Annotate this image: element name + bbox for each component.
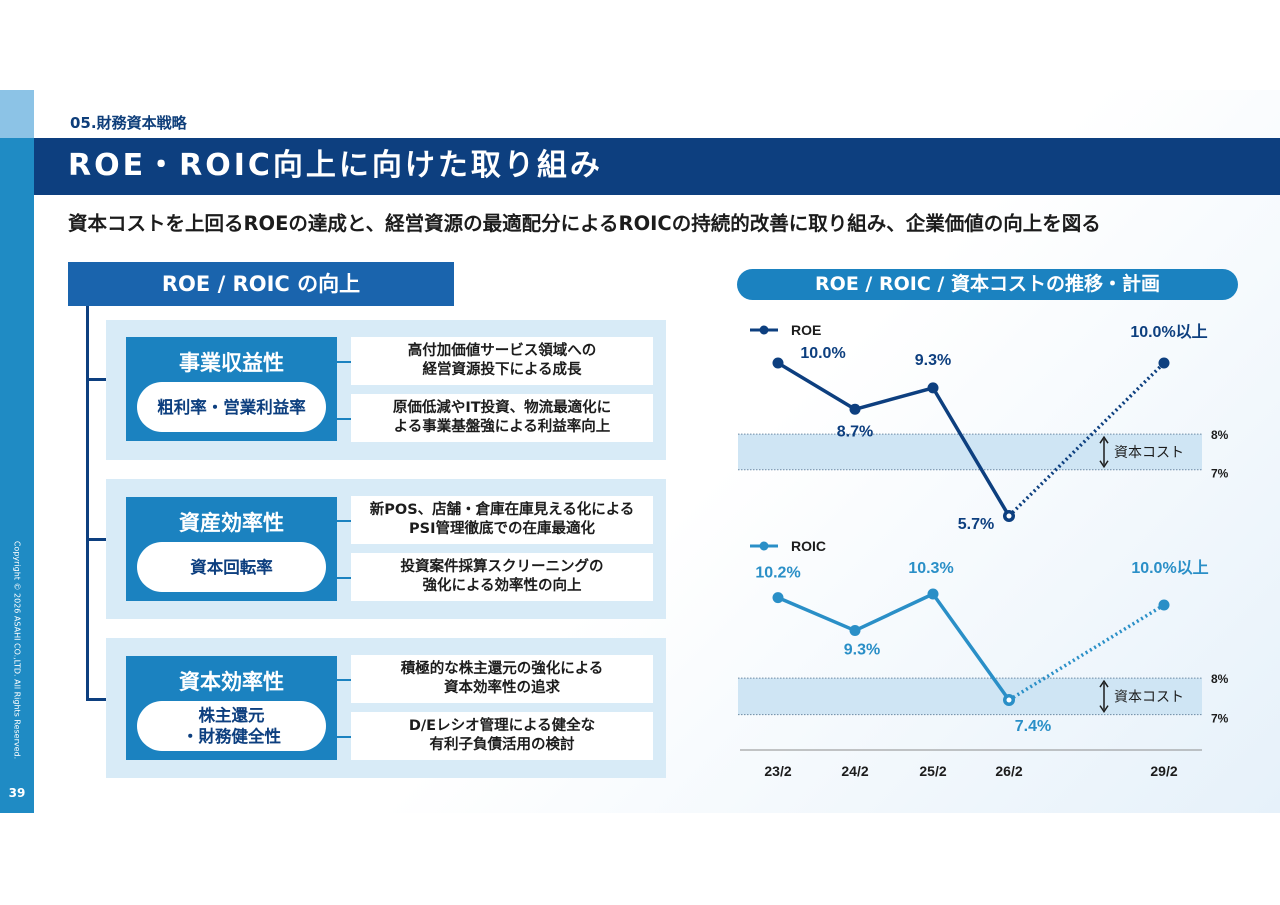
section-label: 05.財務資本戦略 — [70, 114, 187, 132]
category-title: 資産効率性 — [179, 511, 284, 535]
initiative-item: 投資案件採算スクリーニングの 強化による効率性の向上 — [351, 553, 653, 601]
title-bar — [34, 138, 1280, 195]
item-connector — [337, 736, 351, 738]
initiative-item: 高付加価値サービス領域への 経営資源投下による成長 — [351, 337, 653, 385]
right-panel-header: ROE / ROIC / 資本コストの推移・計画 — [737, 269, 1238, 300]
category-pill: 資本回転率 — [137, 542, 326, 592]
item-connector — [337, 418, 351, 420]
copyright-text: Copyright © 2026 ASAHI CO.,LTD. All Righ… — [12, 540, 22, 760]
group-capital-efficiency: 資本効率性 株主還元 ・財務健全性 積極的な株主還元の強化による 資本効率性の追… — [106, 638, 666, 778]
category-title: 事業収益性 — [179, 351, 284, 375]
category-title: 資本効率性 — [179, 670, 284, 694]
category-box: 事業収益性 粗利率・営業利益率 — [126, 337, 337, 441]
category-pill: 株主還元 ・財務健全性 — [137, 701, 326, 751]
tree-connector-vertical — [86, 306, 89, 701]
initiative-item: 積極的な株主還元の強化による 資本効率性の追求 — [351, 655, 653, 703]
initiative-item: 新POS、店舗・倉庫在庫見える化による PSI管理徹底での在庫最適化 — [351, 496, 653, 544]
page-title: ROE・ROIC向上に向けた取り組み — [68, 148, 603, 183]
side-strip-accent — [0, 90, 34, 138]
page-subtitle: 資本コストを上回るROEの達成と、経営資源の最適配分によるROICの持続的改善に… — [68, 212, 1101, 235]
group-asset-efficiency: 資産効率性 資本回転率 新POS、店舗・倉庫在庫見える化による PSI管理徹底で… — [106, 479, 666, 619]
left-panel-header: ROE / ROIC の向上 — [68, 262, 454, 306]
category-pill: 粗利率・営業利益率 — [137, 382, 326, 432]
tree-connector-branch — [86, 378, 108, 381]
item-connector — [337, 577, 351, 579]
item-connector — [337, 520, 351, 522]
category-box: 資本効率性 株主還元 ・財務健全性 — [126, 656, 337, 760]
page-number: 39 — [8, 786, 26, 800]
side-strip — [0, 90, 34, 813]
item-connector — [337, 679, 351, 681]
tree-connector-branch — [86, 538, 108, 541]
tree-connector-branch — [86, 698, 108, 701]
initiative-item: D/Eレシオ管理による健全な 有利子負債活用の検討 — [351, 712, 653, 760]
category-box: 資産効率性 資本回転率 — [126, 497, 337, 601]
group-business-profitability: 事業収益性 粗利率・営業利益率 高付加価値サービス領域への 経営資源投下による成… — [106, 320, 666, 460]
initiative-item: 原価低減やIT投資、物流最適化に よる事業基盤強による利益率向上 — [351, 394, 653, 442]
item-connector — [337, 361, 351, 363]
